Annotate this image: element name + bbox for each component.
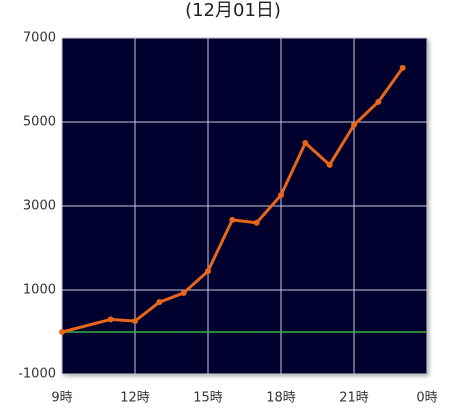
x-tick-label: 18時 [266,391,296,406]
data-point [229,216,236,223]
y-tick-label: 1000 [23,283,56,298]
data-point [399,64,406,71]
y-tick-label: -1000 [18,367,56,382]
data-point [302,140,309,146]
x-tick-label: 15時 [193,391,223,406]
series-line [61,66,404,334]
data-point [326,161,333,168]
data-point [59,329,65,335]
data-point [205,268,211,275]
x-tick-label: 9時 [51,391,72,406]
y-tick-label: 3000 [23,199,56,214]
data-point [278,192,284,199]
x-tick-label: 12時 [120,391,150,406]
data-point [351,121,357,128]
x-tick-label: 21時 [339,391,369,406]
data-point [156,299,163,306]
chart-title: (12月01日) [185,0,281,21]
x-tick-label: 0時 [416,391,437,406]
y-tick-label: 7000 [23,31,56,46]
data-point [253,219,260,226]
data-point [180,289,187,296]
data-point [107,316,114,323]
data-point [132,318,138,325]
y-tick-label: 5000 [23,115,56,130]
data-point [375,98,382,105]
